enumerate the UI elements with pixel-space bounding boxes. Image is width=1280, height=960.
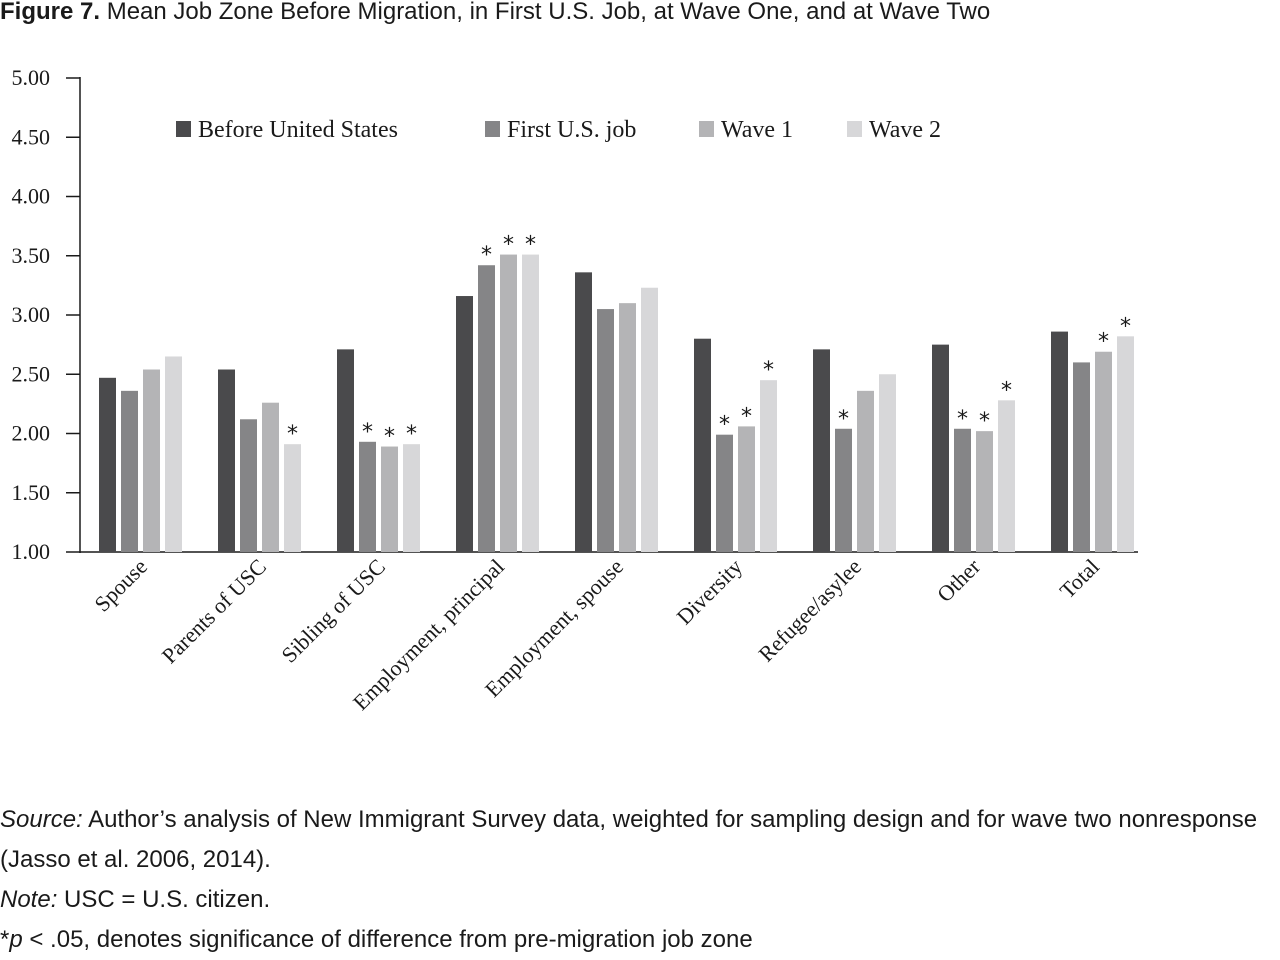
figure-label: Figure 7. xyxy=(0,0,101,25)
x-tick-label: Sibling of USC xyxy=(276,554,390,668)
x-tick-label: Diversity xyxy=(671,554,747,630)
significance-star: * xyxy=(384,425,395,450)
significance-star: * xyxy=(1098,330,1109,355)
chart-legend: Before United States First U.S. job Wave 1… xyxy=(176,117,941,143)
bar xyxy=(641,287,658,552)
bar xyxy=(976,431,993,552)
bar xyxy=(1117,336,1134,552)
legend-label: Wave 1 xyxy=(721,117,793,143)
significance-star: * xyxy=(503,233,514,258)
y-tick-label: 1.50 xyxy=(12,480,51,505)
sig-p: p xyxy=(9,926,23,953)
bar xyxy=(954,428,971,552)
y-tick-label: 2.00 xyxy=(12,421,51,446)
bar xyxy=(522,254,539,552)
significance-star: * xyxy=(287,422,298,447)
significance-star: * xyxy=(406,422,417,447)
y-tick-label: 4.00 xyxy=(12,184,51,209)
significance-star: * xyxy=(838,407,849,432)
bar xyxy=(284,444,301,552)
bar xyxy=(240,419,257,552)
significance-star: * xyxy=(719,413,730,438)
significance-star: * xyxy=(957,407,968,432)
bar xyxy=(694,338,711,552)
bar xyxy=(478,265,495,552)
bar-chart: 1.00 1.50 2.00 2.50 3.00 3.50 4.00 4.50 5.00 Spou… xyxy=(12,65,1138,715)
significance-star: * xyxy=(1120,314,1131,339)
significance-star: * xyxy=(525,233,536,258)
chart-bars xyxy=(99,254,1134,552)
bar xyxy=(597,309,614,552)
significance-star: * xyxy=(481,243,492,268)
source-note: Source: Author’s analysis of New Immigra… xyxy=(0,800,1280,880)
x-tick-label: Other xyxy=(932,553,986,607)
y-tick-label: 2.50 xyxy=(12,361,51,386)
bar xyxy=(456,296,473,552)
source-label: Source: xyxy=(0,806,83,833)
note-label: Note: xyxy=(0,886,58,913)
sig-star: * xyxy=(0,926,10,953)
bar xyxy=(716,434,733,552)
bar xyxy=(619,303,636,552)
source-text: Author’s analysis of New Immigrant Surve… xyxy=(0,806,1258,873)
x-tick-label: Total xyxy=(1055,554,1104,603)
bar xyxy=(857,390,874,552)
bar xyxy=(143,369,160,552)
legend-label: First U.S. job xyxy=(507,117,636,143)
legend-swatch xyxy=(485,121,500,137)
significance-note: *p < .05, denotes significance of differ… xyxy=(0,920,1280,960)
y-tick-label: 1.00 xyxy=(12,539,51,564)
legend-swatch xyxy=(699,121,714,137)
figure-notes: Source: Author’s analysis of New Immigra… xyxy=(0,800,1280,960)
legend-label: Wave 2 xyxy=(869,117,941,143)
bar xyxy=(165,356,182,552)
bar xyxy=(1051,331,1068,552)
figure-title-text: Mean Job Zone Before Migration, in First… xyxy=(106,0,991,25)
legend-swatch xyxy=(847,121,862,137)
significance-star: * xyxy=(979,409,990,434)
significance-star: * xyxy=(362,420,373,445)
x-tick-label: Spouse xyxy=(89,554,152,617)
significance-markers: * * * * * * * * * * * * * * * * xyxy=(287,233,1131,450)
legend-label: Before United States xyxy=(198,117,398,143)
bar xyxy=(879,374,896,552)
bar xyxy=(932,344,949,552)
significance-star: * xyxy=(763,358,774,383)
sig-text: < .05, denotes significance of differenc… xyxy=(22,926,753,953)
bar xyxy=(121,390,138,552)
bar xyxy=(1073,362,1090,552)
bar xyxy=(359,441,376,552)
bar xyxy=(998,400,1015,552)
bar xyxy=(575,272,592,552)
bar xyxy=(1095,351,1112,552)
bar xyxy=(760,380,777,552)
significance-star: * xyxy=(741,404,752,429)
bar xyxy=(262,402,279,552)
bar xyxy=(337,349,354,552)
y-tick-label: 3.00 xyxy=(12,302,51,327)
bar xyxy=(381,446,398,552)
x-tick-label: Parents of USC xyxy=(157,554,271,668)
note-text: USC = U.S. citizen. xyxy=(57,886,271,913)
bar xyxy=(99,377,116,552)
bar xyxy=(813,349,830,552)
bar xyxy=(500,254,517,552)
significance-star: * xyxy=(1001,378,1012,403)
bar xyxy=(403,444,420,552)
bar xyxy=(835,428,852,552)
y-tick-label: 5.00 xyxy=(12,65,51,90)
figure-title: Figure 7. Mean Job Zone Before Migration… xyxy=(0,0,990,26)
y-tick-label: 3.50 xyxy=(12,243,51,268)
legend-swatch xyxy=(176,121,191,137)
y-tick-label: 4.50 xyxy=(12,124,51,149)
x-tick-label: Refugee/asylee xyxy=(753,554,866,667)
bar xyxy=(738,426,755,552)
bar xyxy=(218,369,235,552)
usc-note: Note: USC = U.S. citizen. xyxy=(0,880,1280,920)
